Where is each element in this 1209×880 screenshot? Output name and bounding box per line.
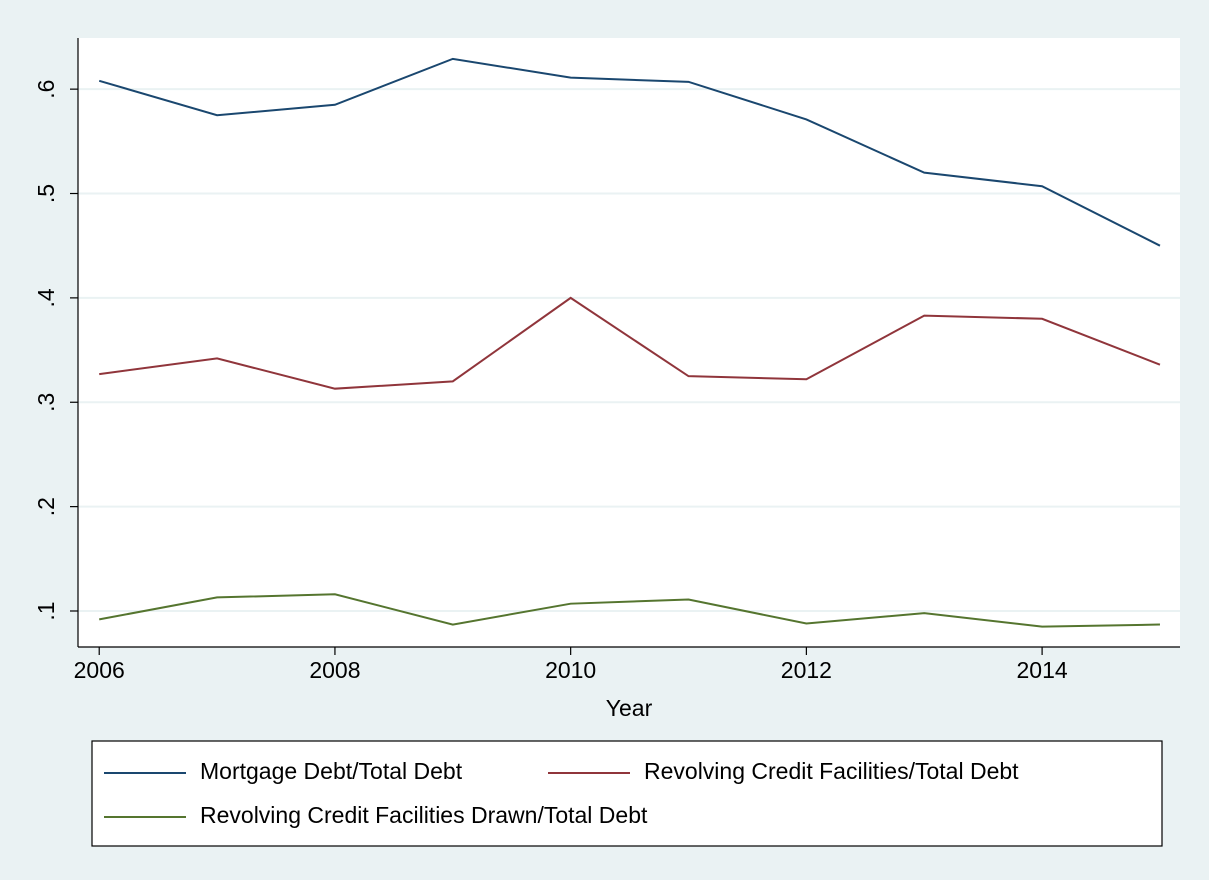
- x-tick-label: 2012: [781, 657, 832, 683]
- x-axis-title: Year: [606, 695, 653, 721]
- y-tick-label: .1: [33, 601, 59, 620]
- series-line: [98, 57, 1161, 247]
- y-tick-label: .4: [33, 288, 59, 307]
- series-line: [99, 296, 1161, 390]
- x-tick-label: 2014: [1017, 657, 1068, 683]
- y-tick-label: .5: [33, 184, 59, 203]
- legend-box: [91, 740, 1163, 847]
- series-line: [99, 593, 1160, 628]
- y-tick-label: .2: [33, 497, 59, 516]
- x-tick-label: 2006: [74, 657, 125, 683]
- y-tick-label: .3: [33, 393, 59, 412]
- legend-label: Revolving Credit Facilities/Total Debt: [644, 758, 1019, 784]
- legend-label: Revolving Credit Facilities Drawn/Total …: [200, 802, 648, 828]
- y-tick-label: .6: [33, 80, 59, 99]
- x-tick-label: 2008: [309, 657, 360, 683]
- plot-area: [78, 38, 1180, 647]
- x-tick-label: 2010: [545, 657, 596, 683]
- legend-label: Mortgage Debt/Total Debt: [200, 758, 463, 784]
